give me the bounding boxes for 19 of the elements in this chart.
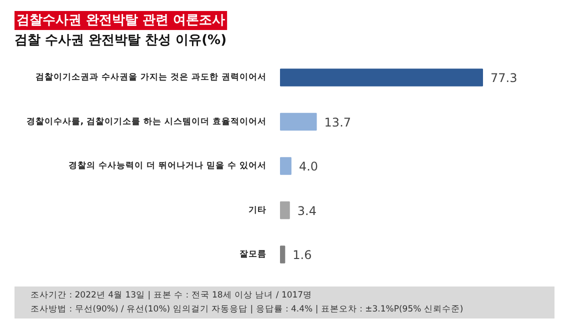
text: 조사기간 : 2022년 4월 13일 | 표본 수 : 전국 18세 이상 남녀 / 1017명 [30, 290, 312, 300]
bar [280, 68, 483, 86]
text: 검찰 수사권 완전박탈 찬성 이유(%) [14, 33, 227, 48]
text: 검찰수사권 완전박탈 관련 여론조사 [16, 13, 226, 28]
data-label: 13.7 [324, 115, 352, 130]
y-tick-label: 잘모름 [240, 250, 266, 260]
data-label: 4.0 [298, 160, 318, 174]
y-tick-label: 기타 [248, 205, 266, 216]
bar [280, 201, 290, 220]
text: 조사방법 : 무선(90%) / 유선(10%) 임의걸기 자동응답 | 응답률 : 4.4% | 표본오차 : ±3.1%P(95% 신뢰수준) [30, 304, 464, 314]
data-label: 77.3 [490, 71, 518, 85]
y-tick-label: 경찰이수사를, 검찰이기소를 하는 시스템이더 효율적이어서 [26, 116, 267, 127]
y-tick-label: 경찰의 수사능력이 더 뛰어나거나 믿을 수 있어서 [68, 161, 267, 171]
data-label: 3.4 [297, 204, 316, 218]
bar [280, 246, 286, 264]
bar [280, 157, 292, 175]
y-tick-label: 검찰이기소권과 수사권을 가지는 것은 과도한 권력이어서 [36, 72, 266, 82]
bar [280, 112, 317, 131]
data-label: 1.6 [292, 248, 312, 262]
